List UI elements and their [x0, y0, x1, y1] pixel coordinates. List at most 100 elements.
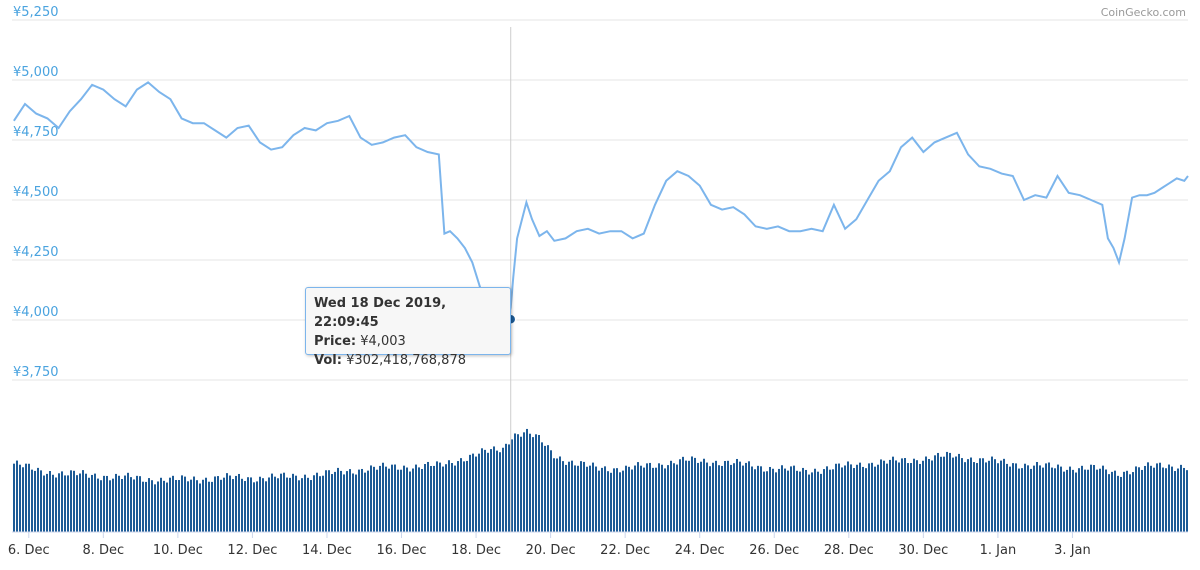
volume-bar: [937, 452, 939, 532]
volume-bar: [46, 473, 48, 532]
volume-bar: [178, 480, 180, 532]
volume-bar: [430, 465, 432, 532]
volume-bar: [919, 463, 921, 532]
volume-bar: [190, 479, 192, 532]
volume-bar: [952, 457, 954, 532]
volume-bar: [742, 465, 744, 532]
volume-bar: [526, 428, 528, 532]
tooltip-vol-label: Vol:: [314, 353, 342, 368]
volume-bar: [958, 453, 960, 532]
volume-bar: [973, 462, 975, 532]
volume-bar: [379, 465, 381, 532]
volume-bar: [403, 465, 405, 532]
volume-bar: [277, 478, 279, 532]
volume-bar: [955, 456, 957, 532]
volume-bar: [868, 463, 870, 532]
y-tick-label-2: ¥4,750: [13, 125, 59, 140]
tooltip-price-row: Price: ¥4,003: [314, 332, 502, 351]
volume-bar: [727, 460, 729, 532]
volume-bar: [832, 469, 834, 532]
volume-bar: [208, 481, 210, 532]
volume-bar: [145, 481, 147, 532]
volume-bar: [22, 467, 24, 532]
volume-bar: [34, 470, 36, 532]
volume-bar: [895, 460, 897, 532]
volume-bar: [982, 458, 984, 532]
volume-bar: [661, 464, 663, 532]
volume-bar: [724, 460, 726, 532]
volume-bar: [544, 445, 546, 532]
volume-bar: [1027, 465, 1029, 532]
volume-bar: [310, 480, 312, 532]
volume-bar: [1096, 469, 1098, 532]
volume-bar: [892, 456, 894, 532]
volume-bar: [1111, 471, 1113, 532]
volume-bar: [643, 467, 645, 532]
volume-bar: [934, 455, 936, 532]
volume-bar: [73, 470, 75, 532]
volume-bar: [667, 465, 669, 532]
volume-bar: [262, 478, 264, 532]
volume-bar: [712, 462, 714, 532]
x-tick-label-0: 6. Dec: [8, 543, 50, 558]
volume-bar: [412, 468, 414, 532]
volume-bar: [763, 471, 765, 532]
volume-bar: [994, 459, 996, 532]
volume-bar: [679, 459, 681, 532]
volume-bar: [1048, 462, 1050, 532]
volume-bar: [1102, 465, 1104, 532]
volume-bar: [1066, 469, 1068, 532]
y-tick-label-4: ¥4,250: [13, 245, 59, 260]
volume-bar: [1072, 469, 1074, 532]
volume-bar: [418, 467, 420, 532]
volume-bar: [808, 474, 810, 532]
tooltip-vol-value: ¥302,418,768,878: [346, 353, 466, 368]
volume-bar: [964, 462, 966, 532]
volume-bar: [439, 462, 441, 532]
tooltip-price-value: ¥4,003: [360, 334, 406, 349]
volume-bar: [109, 480, 111, 532]
volume-bar: [520, 436, 522, 532]
volume-bar: [340, 470, 342, 532]
volume-bars: [13, 428, 1188, 532]
volume-bar: [385, 466, 387, 532]
volume-bar: [685, 460, 687, 532]
volume-bar: [121, 479, 123, 532]
volume-bar: [211, 481, 213, 532]
volume-bar: [871, 462, 873, 532]
volume-bar: [1060, 466, 1062, 532]
volume-bar: [265, 481, 267, 532]
volume-bar: [133, 479, 135, 532]
volume-bar: [487, 452, 489, 532]
volume-bar: [1051, 467, 1053, 532]
credit-text[interactable]: CoinGecko.com: [1101, 6, 1186, 19]
volume-bar: [1003, 458, 1005, 532]
volume-bar: [652, 467, 654, 532]
volume-bar: [946, 451, 948, 532]
volume-bar: [517, 434, 519, 532]
volume-bar: [232, 479, 234, 532]
volume-bar: [961, 458, 963, 532]
volume-bar: [682, 456, 684, 532]
volume-bar: [640, 465, 642, 532]
volume-bar: [1120, 476, 1122, 532]
volume-bar: [991, 456, 993, 532]
volume-bar: [388, 468, 390, 532]
y-axis-ticks: ¥5,250 ¥5,000 ¥4,750 ¥4,500 ¥4,250 ¥4,000 ¥3,7…: [13, 5, 59, 380]
volume-bar: [475, 456, 477, 532]
x-tick-label-13: 1. Jan: [980, 543, 1017, 558]
volume-bar: [877, 464, 879, 532]
x-tick-label-3: 12. Dec: [227, 543, 277, 558]
volume-bar: [466, 460, 468, 532]
y-tick-label-5: ¥4,000: [13, 305, 59, 320]
volume-bar: [856, 464, 858, 532]
price-series-line: [13, 81, 1189, 322]
volume-bar: [244, 481, 246, 532]
volume-bar: [460, 458, 462, 532]
volume-bar: [1030, 468, 1032, 532]
volume-bar: [502, 447, 504, 532]
volume-bar: [484, 449, 486, 532]
volume-bar: [523, 432, 525, 532]
volume-bar: [925, 456, 927, 532]
